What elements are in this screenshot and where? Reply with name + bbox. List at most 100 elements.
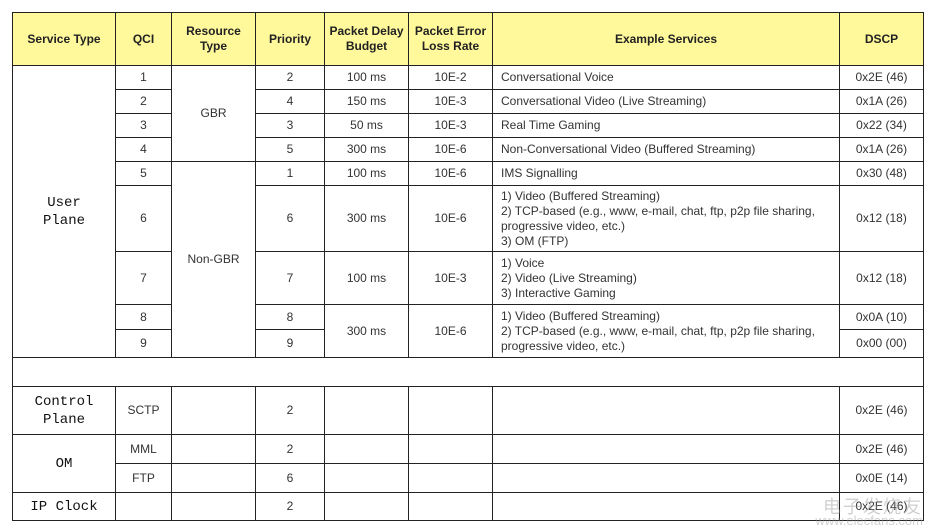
header-example-services: Example Services (492, 12, 840, 66)
priority-cell: 1 (255, 161, 325, 186)
header-row: Service Type QCI Resource Type Priority … (12, 12, 924, 66)
examples-cell (492, 492, 840, 521)
table-row: User Plane 1 GBR 2 100 ms 10E-2 Conversa… (12, 65, 924, 358)
example-line: 3) OM (FTP) (501, 233, 569, 248)
examples-cell: Conversational Voice (492, 65, 840, 90)
example-line: 2) TCP-based (e.g., www, e-mail, chat, f… (501, 203, 815, 233)
table-row: OM MML 2 0x2E (46) (12, 434, 924, 493)
loss-cell: 10E-6 (408, 161, 493, 186)
priority-cell: 5 (255, 137, 325, 162)
qci-cell: SCTP (115, 386, 172, 435)
spacer-cell (12, 357, 924, 387)
delay-cell: 150 ms (324, 89, 409, 114)
header-resource-type: Resource Type (171, 12, 256, 66)
example-line: 1) Video (Buffered Streaming) (501, 308, 660, 323)
qci-cell: 1 (115, 65, 172, 90)
examples-cell (492, 434, 840, 464)
priority-cell: 6 (255, 185, 325, 252)
delay-cell: 50 ms (324, 113, 409, 138)
qci-cell: 3 (115, 113, 172, 138)
examples-cell: Conversational Video (Live Streaming) (492, 89, 840, 114)
delay-cell: 300 ms (324, 304, 409, 358)
example-line: 2) TCP-based (e.g., www, e-mail, chat, f… (501, 323, 815, 353)
header-priority: Priority (255, 12, 325, 66)
header-qci: QCI (115, 12, 172, 66)
examples-cell: 1) Video (Buffered Streaming) 2) TCP-bas… (492, 304, 840, 358)
delay-cell: 100 ms (324, 251, 409, 305)
dscp-cell: 0x2E (46) (839, 386, 924, 435)
resource-type-non-gbr: Non-GBR (171, 161, 256, 358)
priority-cell: 7 (255, 251, 325, 305)
table-row: 4 5 300 ms 10E-6 Non-Conversational Vide… (13, 137, 924, 162)
service-type-user-plane: User Plane (12, 65, 116, 358)
delay-cell (324, 386, 409, 435)
dscp-cell: 0x0A (10) (839, 304, 924, 330)
loss-cell: 10E-3 (408, 251, 493, 305)
loss-cell (408, 463, 493, 493)
qci-cell: 5 (115, 161, 172, 186)
table-row: FTP 6 0x0E (14) (13, 463, 924, 493)
delay-cell: 100 ms (324, 161, 409, 186)
watermark-url: www.elecfans.com (815, 513, 923, 528)
examples-cell (492, 463, 840, 493)
priority-cell: 4 (255, 89, 325, 114)
delay-cell: 300 ms (324, 185, 409, 252)
delay-cell: 100 ms (324, 65, 409, 90)
examples-cell: 1) Voice 2) Video (Live Streaming) 3) In… (492, 251, 840, 305)
spacer-row (12, 357, 924, 387)
priority-cell: 3 (255, 113, 325, 138)
dscp-cell: 0x2E (46) (839, 434, 924, 464)
resource-cell (171, 492, 256, 521)
header-error-loss-rate: Packet Error Loss Rate (408, 12, 493, 66)
dscp-cell: 0x00 (00) (839, 329, 924, 358)
example-line: 1) Voice (501, 255, 545, 270)
loss-cell: 10E-2 (408, 65, 493, 90)
dscp-cell: 0x0E (14) (839, 463, 924, 493)
qci-cell: 8 (115, 304, 172, 330)
table-row: 3 3 50 ms 10E-3 Real Time Gaming 0x22 (3… (13, 113, 924, 138)
dscp-cell: 0x2E (46) (839, 65, 924, 90)
service-type-om: OM (12, 434, 116, 493)
example-line: 1) Video (Buffered Streaming) (501, 188, 660, 203)
loss-cell (408, 386, 493, 435)
priority-cell: 6 (255, 463, 325, 493)
loss-cell: 10E-6 (408, 185, 493, 252)
priority-cell: 9 (255, 329, 325, 358)
table-row: IP Clock 2 0x2E (46) (12, 492, 924, 521)
delay-cell (324, 434, 409, 464)
loss-cell (408, 434, 493, 464)
watermark-logo: 电子发烧友 www.elecfans.com (815, 497, 923, 528)
loss-cell: 10E-6 (408, 137, 493, 162)
priority-cell: 2 (255, 386, 325, 435)
loss-cell: 10E-3 (408, 113, 493, 138)
table-row: 8 8 300 ms 10E-6 1) Video (Buffered Stre… (13, 304, 924, 358)
service-type-ip-clock: IP Clock (12, 492, 116, 521)
resource-cell (171, 463, 256, 493)
qci-cell: MML (115, 434, 172, 464)
priority-cell: 2 (255, 65, 325, 90)
header-delay-budget: Packet Delay Budget (324, 12, 409, 66)
qci-cell: 4 (115, 137, 172, 162)
priority-cell: 2 (255, 492, 325, 521)
dscp-cell: 0x12 (18) (839, 185, 924, 252)
dscp-cell: 0x30 (48) (839, 161, 924, 186)
priority-cell: 2 (255, 434, 325, 464)
example-line: 2) Video (Live Streaming) (501, 270, 637, 285)
dscp-cell: 0x1A (26) (839, 137, 924, 162)
delay-cell (324, 492, 409, 521)
qci-cell: FTP (115, 463, 172, 493)
qci-cell (115, 492, 172, 521)
qci-cell: 6 (115, 185, 172, 252)
loss-cell: 10E-3 (408, 89, 493, 114)
resource-cell (171, 386, 256, 435)
header-dscp: DSCP (839, 12, 924, 66)
examples-cell: 1) Video (Buffered Streaming) 2) TCP-bas… (492, 185, 840, 252)
qci-cell: 7 (115, 251, 172, 305)
qci-cell: 9 (115, 329, 172, 358)
examples-cell: Non-Conversational Video (Buffered Strea… (492, 137, 840, 162)
dscp-cell: 0x1A (26) (839, 89, 924, 114)
priority-cell: 8 (255, 304, 325, 330)
watermark-text: 电子发烧友 (823, 497, 923, 517)
dscp-cell: 0x2E (46) (839, 492, 924, 521)
examples-cell (492, 386, 840, 435)
